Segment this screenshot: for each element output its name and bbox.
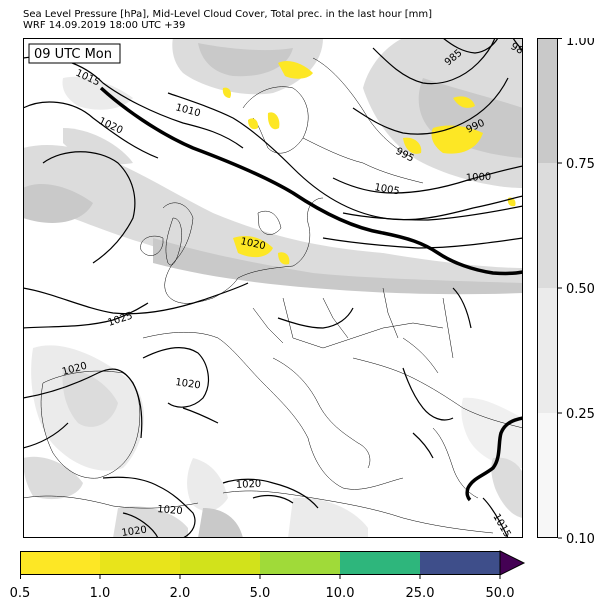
precbar-tick-label: 5.0 [250, 586, 271, 601]
precbar-tick-label: 10.0 [326, 586, 355, 601]
cloudbar-tick-label: 1.00 [566, 38, 595, 49]
precipitation-layer [222, 61, 516, 265]
isobar-label: 1020 [239, 236, 266, 252]
cloud-cover-colorbar: 0.10 0.25 0.50 0.75 1.00 [537, 38, 595, 543]
isobar-label: 1005 [373, 182, 400, 197]
isobar-label: 1020 [175, 377, 202, 391]
cloudbar-band-3 [537, 38, 558, 163]
cloudbar-band-1 [537, 288, 558, 413]
cloudbar-tick-label: 0.75 [566, 157, 595, 172]
cloudbar-tick-label: 0.10 [566, 532, 595, 543]
precbar-extend-arrow [499, 550, 526, 576]
precbar-band-3 [260, 551, 340, 575]
chart-title: Sea Level Pressure [hPa], Mid-Level Clou… [23, 9, 433, 20]
precbar-band-5 [420, 551, 500, 575]
precbar-band-2 [180, 551, 260, 575]
isobar-label: 1020 [121, 525, 148, 538]
chart-subtitle: WRF 14.09.2019 18:00 UTC +39 [23, 20, 186, 31]
isobar-1015-thick [99, 86, 523, 502]
isobar-label: 1000 [466, 172, 492, 184]
isobar-label: 1020 [157, 504, 183, 517]
precbar-tick-label: 50.0 [486, 586, 515, 601]
precbar-tick-label: 25.0 [406, 586, 435, 601]
precipitation-colorbar: 0.5 1.0 2.0 5.0 10.0 25.0 50.0 [10, 550, 526, 601]
precbar-tick-label: 0.5 [10, 586, 31, 601]
precbar-band-0 [20, 551, 100, 575]
isobar-contours [23, 38, 523, 538]
cloudbar-band-0 [537, 413, 558, 538]
cloudbar-tick-label: 0.25 [566, 407, 595, 422]
cloudbar-tick-label: 0.50 [566, 282, 595, 297]
precbar-band-4 [340, 551, 420, 575]
cloudbar-band-2 [537, 163, 558, 288]
precbar-tick-label: 1.0 [90, 586, 111, 601]
valid-time-text: 09 UTC Mon [34, 47, 112, 62]
cloud-cover-layer [23, 38, 523, 538]
valid-time-label: 09 UTC Mon [28, 43, 121, 64]
weather-map: 1015 1010 1020 985 98 990 995 1000 1005 … [23, 38, 523, 538]
precbar-band-1 [100, 551, 180, 575]
isobar-label: 1020 [236, 479, 262, 491]
precbar-tick-label: 2.0 [170, 586, 191, 601]
coastlines [23, 57, 523, 534]
